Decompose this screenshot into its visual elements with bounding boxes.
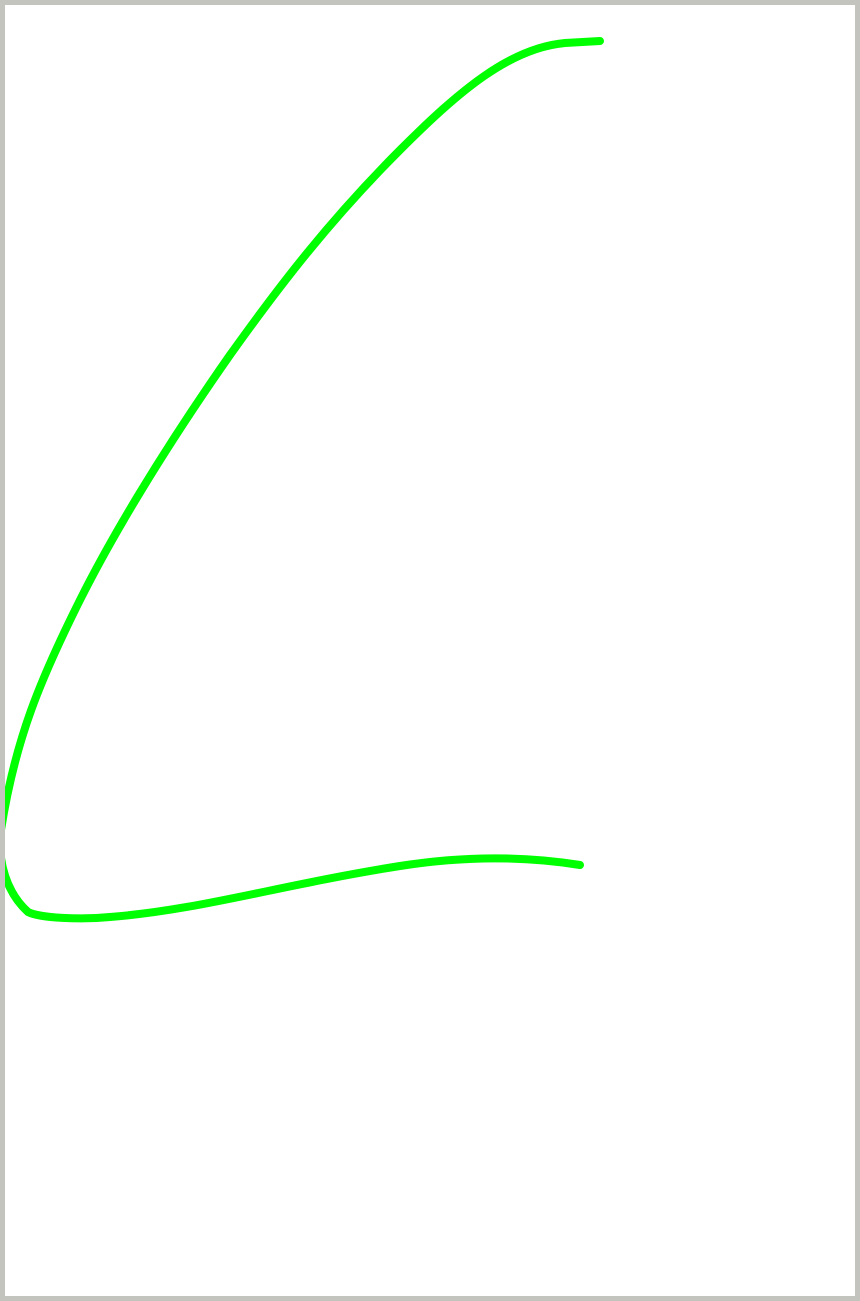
stroke-group bbox=[5, 37, 604, 923]
green-stroke bbox=[5, 37, 604, 923]
